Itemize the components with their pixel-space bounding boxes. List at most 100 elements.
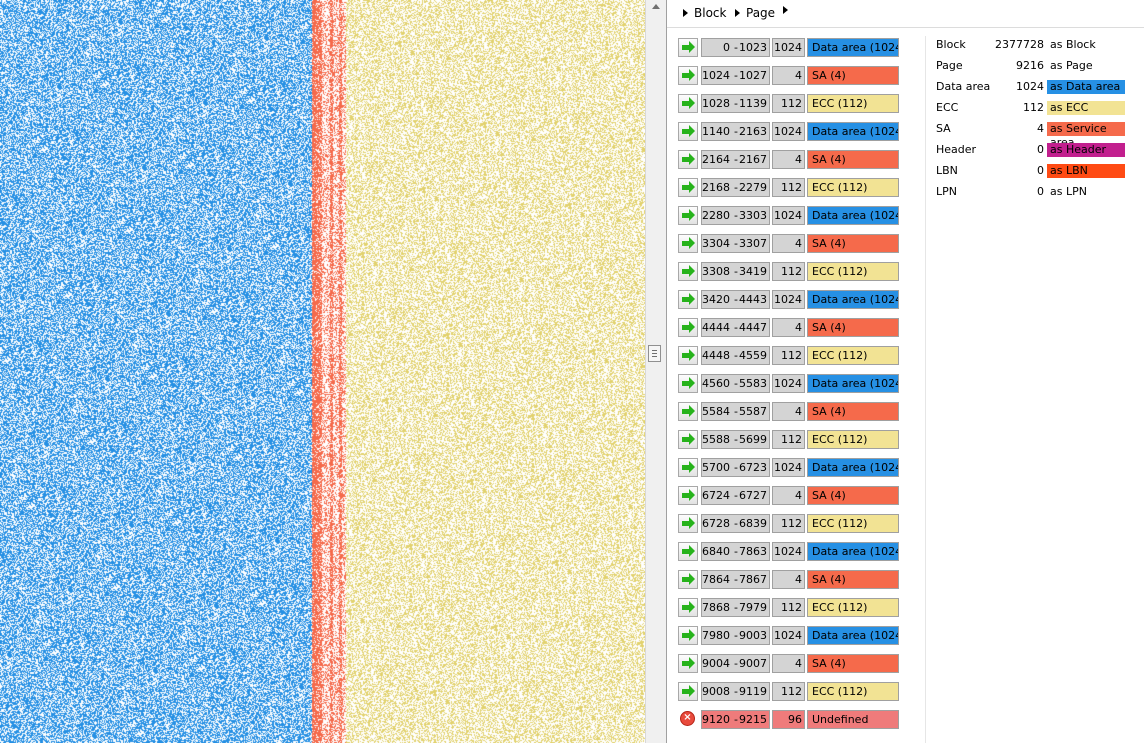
info-tag[interactable]: as Header — [1047, 143, 1125, 157]
range-start: 7864 — [702, 573, 730, 586]
segment-type[interactable]: SA (4) — [807, 150, 899, 169]
info-tag[interactable]: as Data area — [1047, 80, 1125, 94]
info-row-header: Header 0 as Header — [936, 141, 1136, 159]
go-to-segment-button[interactable] — [678, 66, 698, 85]
range-start: 7980 — [702, 629, 730, 642]
segment-row: 6728-6839 112 ECC (112) — [678, 512, 923, 536]
info-tag[interactable]: as LBN — [1047, 164, 1125, 178]
segment-size: 1024 — [772, 542, 805, 561]
segment-type[interactable]: ECC (112) — [807, 94, 899, 113]
info-tag[interactable]: as ECC — [1047, 101, 1125, 115]
green-arrow-icon — [682, 237, 695, 249]
green-arrow-icon — [682, 685, 695, 697]
segment-row: 3420-4443 1024 Data area (1024) — [678, 288, 923, 312]
segment-row: 3308-3419 112 ECC (112) — [678, 260, 923, 284]
green-arrow-icon — [682, 321, 695, 333]
go-to-segment-button[interactable] — [678, 402, 698, 421]
segment-type[interactable]: Data area (1024) — [807, 122, 899, 141]
vertical-splitter[interactable] — [645, 0, 667, 743]
scroll-thumb[interactable] — [648, 345, 661, 362]
segment-type[interactable]: ECC (112) — [807, 682, 899, 701]
segment-type[interactable]: ECC (112) — [807, 262, 899, 281]
segment-type[interactable]: ECC (112) — [807, 514, 899, 533]
go-to-segment-button[interactable] — [678, 682, 698, 701]
segment-size: 4 — [772, 234, 805, 253]
go-to-segment-button[interactable] — [678, 122, 698, 141]
info-tag[interactable]: as LPN — [1050, 185, 1087, 198]
segment-range: 7868-7979 — [701, 598, 770, 617]
page-bitmap-view[interactable] — [0, 0, 645, 743]
go-to-segment-button[interactable] — [678, 94, 698, 113]
green-arrow-icon — [682, 265, 695, 277]
info-value: 112 — [1023, 101, 1044, 114]
go-to-segment-button[interactable] — [678, 206, 698, 225]
error-button[interactable]: × — [678, 710, 698, 729]
go-to-segment-button[interactable] — [678, 654, 698, 673]
range-end: 6723 — [739, 461, 767, 474]
segment-type[interactable]: SA (4) — [807, 486, 899, 505]
go-to-segment-button[interactable] — [678, 234, 698, 253]
range-end: 5699 — [739, 433, 767, 446]
go-to-segment-button[interactable] — [678, 150, 698, 169]
go-to-segment-button[interactable] — [678, 626, 698, 645]
breadcrumb-label: Page — [746, 6, 776, 20]
segment-type[interactable]: Data area (1024) — [807, 290, 899, 309]
segment-size: 112 — [772, 430, 805, 449]
info-row-lbn: LBN 0 as LBN — [936, 162, 1136, 180]
segment-range: 2168-2279 — [701, 178, 770, 197]
go-to-segment-button[interactable] — [678, 598, 698, 617]
range-end: 2279 — [739, 181, 767, 194]
segment-type[interactable]: Data area (1024) — [807, 38, 899, 57]
segment-type[interactable]: Data area (1024) — [807, 374, 899, 393]
go-to-segment-button[interactable] — [678, 318, 698, 337]
go-to-segment-button[interactable] — [678, 514, 698, 533]
breadcrumb-expand[interactable] — [783, 6, 788, 14]
segment-type[interactable]: Undefined — [807, 710, 899, 729]
go-to-segment-button[interactable] — [678, 38, 698, 57]
range-start: 3304 — [702, 237, 730, 250]
segment-type[interactable]: ECC (112) — [807, 598, 899, 617]
go-to-segment-button[interactable] — [678, 486, 698, 505]
segment-range: 3308-3419 — [701, 262, 770, 281]
segment-type[interactable]: Data area (1024) — [807, 542, 899, 561]
range-end: 7867 — [739, 573, 767, 586]
info-tag[interactable]: as Block — [1050, 38, 1096, 51]
segment-type[interactable]: ECC (112) — [807, 178, 899, 197]
scroll-up-icon[interactable] — [652, 4, 660, 9]
segment-type[interactable]: SA (4) — [807, 318, 899, 337]
breadcrumb-item-block[interactable]: Block — [683, 6, 726, 20]
go-to-segment-button[interactable] — [678, 430, 698, 449]
segment-type[interactable]: ECC (112) — [807, 430, 899, 449]
info-row-sa: SA 4as Service area — [936, 120, 1136, 149]
range-start: 1028 — [702, 97, 730, 110]
go-to-segment-button[interactable] — [678, 542, 698, 561]
segment-type[interactable]: SA (4) — [807, 234, 899, 253]
segment-type[interactable]: Data area (1024) — [807, 458, 899, 477]
range-start: 3308 — [702, 265, 730, 278]
range-end: 9007 — [739, 657, 767, 670]
go-to-segment-button[interactable] — [678, 262, 698, 281]
go-to-segment-button[interactable] — [678, 290, 698, 309]
range-dash: - — [734, 461, 738, 474]
segment-size: 112 — [772, 514, 805, 533]
bitmap-canvas[interactable] — [0, 0, 645, 743]
segment-type[interactable]: Data area (1024) — [807, 206, 899, 225]
segment-type[interactable]: SA (4) — [807, 66, 899, 85]
segment-size: 1024 — [772, 290, 805, 309]
range-dash: - — [734, 69, 738, 82]
segment-type[interactable]: SA (4) — [807, 402, 899, 421]
breadcrumb-item-page[interactable]: Page — [735, 6, 775, 20]
go-to-segment-button[interactable] — [678, 374, 698, 393]
go-to-segment-button[interactable] — [678, 458, 698, 477]
info-tag[interactable]: as Page — [1050, 59, 1093, 72]
go-to-segment-button[interactable] — [678, 346, 698, 365]
segment-size: 112 — [772, 598, 805, 617]
range-end: 5587 — [739, 405, 767, 418]
segment-type[interactable]: ECC (112) — [807, 346, 899, 365]
segment-type[interactable]: SA (4) — [807, 570, 899, 589]
go-to-segment-button[interactable] — [678, 178, 698, 197]
segment-type[interactable]: Data area (1024) — [807, 626, 899, 645]
segment-type[interactable]: SA (4) — [807, 654, 899, 673]
go-to-segment-button[interactable] — [678, 570, 698, 589]
info-tag[interactable]: as Service area — [1047, 122, 1125, 149]
